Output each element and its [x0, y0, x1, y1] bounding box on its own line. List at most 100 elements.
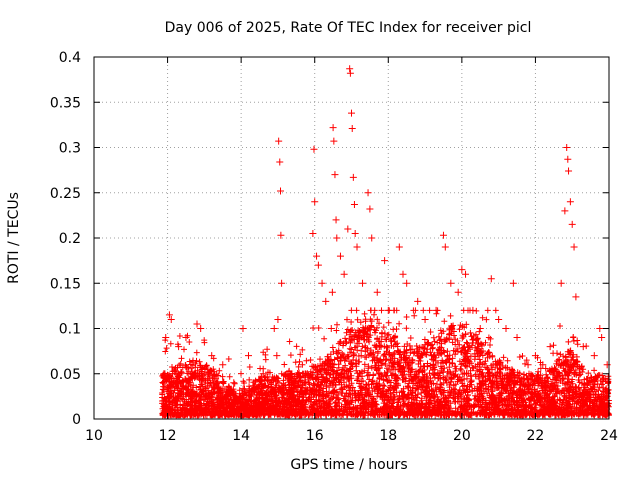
data-point	[245, 352, 252, 360]
data-point	[531, 352, 539, 360]
data-point	[476, 325, 484, 332]
data-point	[332, 216, 340, 224]
data-point	[565, 167, 573, 175]
data-point	[381, 257, 389, 265]
data-point	[175, 343, 183, 351]
data-point	[318, 279, 326, 287]
data-point	[566, 198, 574, 206]
data-point	[330, 137, 338, 145]
y-tick-label: 0.2	[59, 231, 81, 247]
data-point	[328, 288, 336, 296]
data-point	[346, 69, 354, 77]
data-point	[336, 252, 344, 260]
data-point	[350, 201, 358, 209]
data-point	[513, 334, 521, 342]
x-tick-label: 24	[600, 428, 618, 444]
data-point	[447, 279, 455, 287]
data-point	[344, 225, 352, 233]
data-point	[603, 361, 611, 369]
data-point	[454, 288, 462, 296]
data-point	[273, 352, 281, 360]
data-point	[274, 315, 282, 323]
data-point	[590, 352, 598, 360]
data-point	[509, 279, 517, 287]
data-point	[162, 334, 170, 342]
data-point	[219, 361, 227, 369]
data-point	[230, 379, 238, 387]
data-point	[182, 334, 190, 342]
data-point	[277, 187, 285, 195]
y-tick-label: 0	[72, 412, 81, 428]
scatter-cloud	[159, 307, 612, 419]
data-point	[322, 297, 330, 305]
data-point	[351, 229, 359, 237]
x-axis-label: GPS time / hours	[290, 457, 407, 473]
data-point	[495, 315, 503, 323]
y-tick-label: 0.35	[50, 95, 81, 111]
x-tick-label: 12	[159, 428, 177, 444]
data-point	[314, 261, 322, 269]
data-point	[348, 124, 356, 132]
data-point	[303, 370, 311, 378]
data-point	[340, 270, 348, 278]
data-point	[539, 361, 547, 369]
data-point	[462, 270, 470, 278]
data-point	[310, 145, 318, 153]
x-tick-label: 22	[527, 428, 545, 444]
data-point	[563, 144, 571, 151]
grid	[94, 57, 609, 419]
x-tick-label: 16	[306, 428, 324, 444]
data-point	[193, 320, 201, 328]
data-point	[502, 325, 510, 332]
data-point	[289, 379, 297, 387]
data-point	[329, 124, 337, 132]
y-tick-label: 0.4	[59, 50, 81, 66]
data-point	[487, 275, 495, 283]
data-point	[384, 306, 392, 314]
data-point	[276, 158, 284, 166]
data-point	[331, 171, 339, 179]
y-tick-label: 0.1	[59, 322, 81, 338]
data-point	[311, 198, 319, 206]
data-point	[399, 270, 407, 278]
x-tick-label: 20	[453, 428, 471, 444]
data-point	[572, 293, 580, 301]
data-point	[441, 243, 449, 251]
data-point	[277, 231, 285, 239]
data-point	[546, 343, 554, 351]
data-point	[359, 279, 367, 287]
data-point	[309, 229, 317, 237]
data-point	[165, 311, 173, 319]
data-point	[368, 234, 376, 242]
data-point	[432, 306, 440, 314]
data-point	[366, 205, 374, 213]
data-point	[561, 207, 569, 215]
data-point	[348, 109, 355, 117]
data-point	[524, 361, 532, 369]
data-point	[160, 370, 168, 378]
y-tick-label: 0.15	[50, 276, 81, 292]
data-point	[403, 279, 411, 287]
data-point	[469, 306, 477, 314]
y-tick-label: 0.3	[59, 141, 81, 157]
data-point	[395, 243, 403, 251]
data-point	[579, 343, 587, 351]
data-point	[208, 352, 216, 360]
data-point	[346, 65, 354, 73]
data-point	[278, 279, 286, 287]
data-point	[197, 325, 205, 332]
data-point	[364, 189, 372, 197]
data-point	[275, 137, 283, 145]
y-tick-label: 0.25	[50, 186, 81, 202]
data-point	[596, 325, 604, 332]
data-point	[598, 334, 606, 342]
axes	[93, 56, 610, 420]
data-point	[327, 325, 335, 332]
data-points	[159, 65, 612, 419]
tick-labels: 10 12 14 16 18 20 22 24 0 0.05 0.1 0.15 0.2 0.25 0.3 0.…	[50, 50, 618, 444]
data-point	[373, 288, 381, 296]
data-point	[333, 234, 341, 242]
data-point	[313, 252, 321, 260]
data-point	[564, 155, 572, 163]
